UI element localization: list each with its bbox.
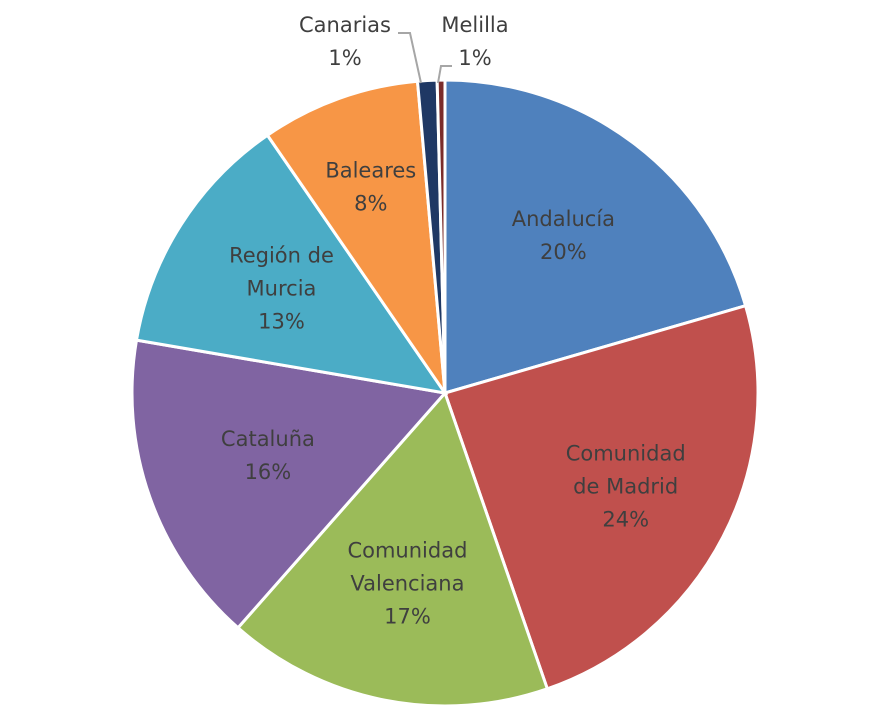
slice-baleares xyxy=(265,79,447,399)
slices-layer xyxy=(130,78,760,708)
slice-percent-label: 1% xyxy=(328,46,361,70)
slice-melilla xyxy=(435,78,447,394)
leader-line-canarias xyxy=(398,32,422,84)
slice-name-label: de Madrid xyxy=(573,475,678,499)
slice-name-label: Comunidad xyxy=(347,538,467,562)
slice-percent-label: 16% xyxy=(245,460,292,484)
slice-label-cataluna: Cataluña 16% xyxy=(221,427,315,484)
slice-label-region-de-murcia: Región de Murcia 13% xyxy=(229,244,334,334)
slice-name-label: Valenciana xyxy=(350,571,464,595)
leader-lines-layer xyxy=(398,32,452,84)
slice-comunidad-de-madrid xyxy=(443,303,760,691)
leader-line-melilla xyxy=(437,65,452,84)
slice-name-label: Melilla xyxy=(441,13,508,37)
slice-name-label: Murcia xyxy=(247,277,317,301)
slice-andalucia xyxy=(443,78,748,395)
slice-label-baleares: Baleares 8% xyxy=(325,158,416,215)
slice-label-melilla: Melilla 1% xyxy=(441,13,508,70)
slice-percent-label: 13% xyxy=(258,310,305,334)
slice-label-canarias: Canarias 1% xyxy=(299,13,391,70)
slice-label-comunidad-de-madrid: Comunidad de Madrid 24% xyxy=(566,442,686,532)
slice-percent-label: 1% xyxy=(458,46,491,70)
slice-percent-label: 17% xyxy=(384,604,431,628)
slice-label-andalucia: Andalucía 20% xyxy=(512,207,615,264)
slice-name-label: Canarias xyxy=(299,13,391,37)
slice-percent-label: 24% xyxy=(602,508,649,532)
slice-percent-label: 20% xyxy=(540,240,587,264)
slice-percent-label: 8% xyxy=(354,191,387,215)
slice-label-comunidad-valenciana: Comunidad Valenciana 17% xyxy=(347,538,467,628)
slice-name-label: Baleares xyxy=(325,158,416,182)
slice-name-label: Cataluña xyxy=(221,427,315,451)
slice-name-label: Región de xyxy=(229,244,334,268)
labels-layer: Andalucía 20%Comunidad de Madrid 24%Comunid… xyxy=(221,13,686,628)
slice-region-de-murcia xyxy=(134,133,449,396)
slice-cataluna xyxy=(130,338,448,630)
slice-name-label: Andalucía xyxy=(512,207,615,231)
slice-name-label: Comunidad xyxy=(566,442,686,466)
slice-comunidad-valenciana xyxy=(235,390,550,708)
